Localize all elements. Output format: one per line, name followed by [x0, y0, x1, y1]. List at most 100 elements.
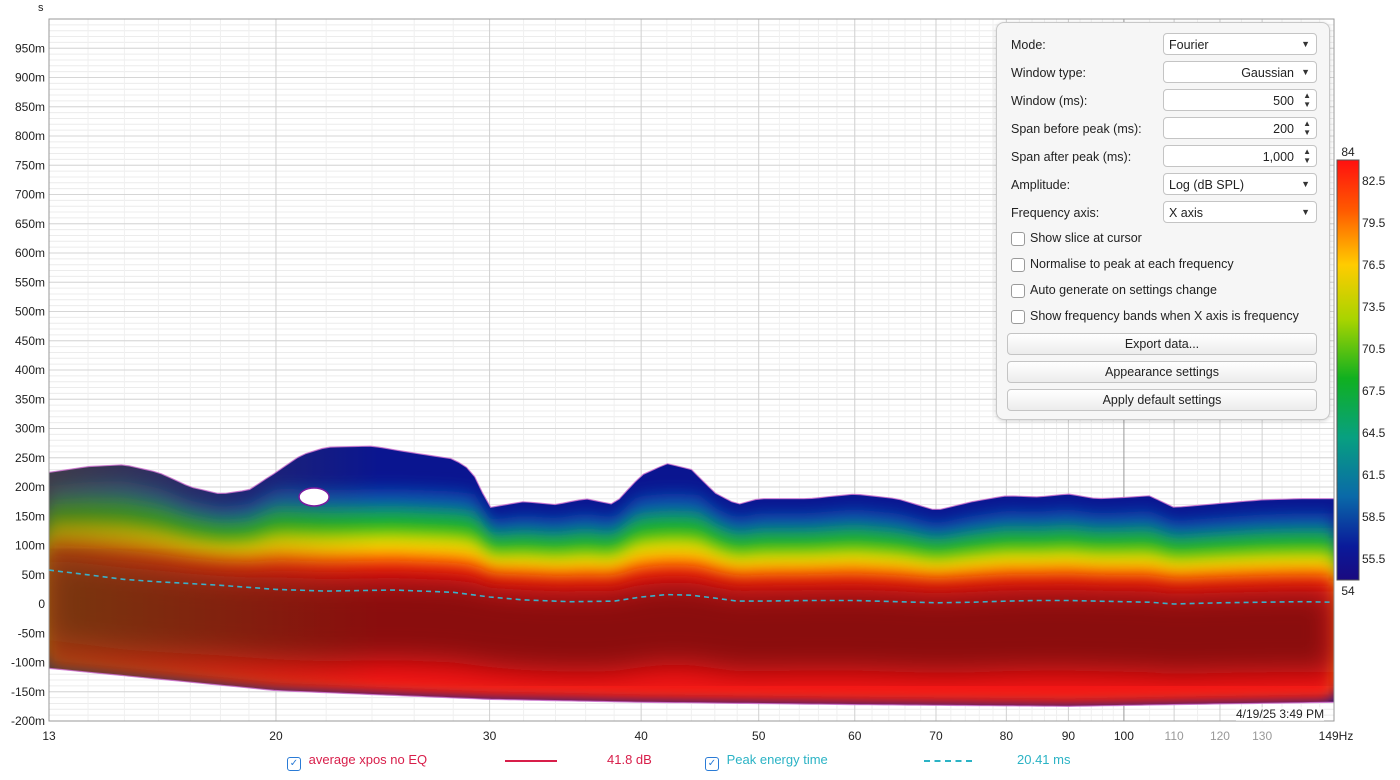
- y-tick-label: 150m: [15, 509, 45, 523]
- x-tick-label: 60: [848, 729, 862, 743]
- colorbar-tick-label: 82.5: [1362, 174, 1386, 188]
- x-tick-label: 50: [752, 729, 766, 743]
- series-layer: [49, 569, 1334, 605]
- span-after-label: Span after peak (ms):: [1011, 150, 1132, 164]
- colorbar-tick-label: 64.5: [1362, 426, 1386, 440]
- legend-item-peak-energy[interactable]: ✓ Peak energy time: [705, 752, 828, 771]
- x-tick-label: 130: [1252, 729, 1272, 743]
- colorbar-tick-label: 76.5: [1362, 258, 1386, 272]
- mode-row: Mode: Fourier ▼: [1011, 33, 1319, 57]
- span-after-stepper[interactable]: 1,000 ▲ ▼: [1163, 145, 1317, 167]
- auto-generate-label: Auto generate on settings change: [1030, 283, 1217, 297]
- stepper-arrows-icon[interactable]: ▲ ▼: [1303, 119, 1311, 137]
- mode-select[interactable]: Fourier ▼: [1163, 33, 1317, 55]
- series-line-peak-energy-time: [49, 569, 1334, 605]
- checkbox-box[interactable]: [1011, 310, 1025, 324]
- axes: 950m 900m 850m 800m 750m 700m 650m 600m 550m 500m…: [11, 18, 1354, 743]
- normalise-label: Normalise to peak at each frequency: [1030, 257, 1234, 271]
- window-ms-label: Window (ms):: [1011, 94, 1088, 108]
- legend-dash-swatch: [924, 760, 972, 762]
- band-hole: [298, 487, 330, 507]
- freq-axis-label: Frequency axis:: [1011, 206, 1100, 220]
- plot-frame: [48, 18, 1335, 722]
- colorbar-tick-label: 70.5: [1362, 342, 1386, 356]
- y-tick-label: 850m: [15, 100, 45, 114]
- amplitude-value: Log (dB SPL): [1169, 178, 1245, 192]
- y-tick-label: 50m: [22, 568, 45, 582]
- stepper-arrows-icon[interactable]: ▲ ▼: [1303, 147, 1311, 165]
- y-tick-label: 0: [38, 597, 45, 611]
- y-tick-label: 650m: [15, 217, 45, 231]
- legend-series-name: average xpos no EQ: [308, 752, 428, 767]
- x-tick-label: 100: [1114, 729, 1134, 743]
- x-tick-label: 149Hz: [1319, 729, 1354, 743]
- y-tick-label: 200m: [15, 480, 45, 494]
- x-tick-label: 90: [1062, 729, 1076, 743]
- checkmark-icon[interactable]: ✓: [287, 757, 301, 771]
- colorbar-tick-label: 61.5: [1362, 468, 1386, 482]
- colorbar-tick-label: 73.5: [1362, 300, 1386, 314]
- colorbar-max-label: 84: [1341, 145, 1355, 159]
- checkmark-icon[interactable]: ✓: [705, 757, 719, 771]
- freq-axis-select[interactable]: X axis ▼: [1163, 201, 1317, 223]
- upper-envelope-line: [49, 445, 1334, 510]
- mode-value: Fourier: [1169, 38, 1209, 52]
- appearance-settings-button[interactable]: Appearance settings: [1007, 361, 1317, 383]
- y-tick-label: 600m: [15, 246, 45, 260]
- span-before-stepper[interactable]: 200 ▲ ▼: [1163, 117, 1317, 139]
- window-ms-stepper[interactable]: 500 ▲ ▼: [1163, 89, 1317, 111]
- legend-line-swatch: [505, 760, 557, 762]
- span-after-value: 1,000: [1262, 150, 1294, 164]
- checkbox-box[interactable]: [1011, 232, 1025, 246]
- window-type-select[interactable]: Gaussian ▼: [1163, 61, 1317, 83]
- span-before-row: Span before peak (ms): 200 ▲ ▼: [1011, 117, 1319, 141]
- lower-envelope-line: [49, 667, 1334, 708]
- legend-item-average-xpos[interactable]: ✓ average xpos no EQ: [287, 752, 427, 771]
- y-tick-label: 800m: [15, 129, 45, 143]
- x-tick-label: 80: [1000, 729, 1014, 743]
- mode-label: Mode:: [1011, 38, 1046, 52]
- y-tick-label: -150m: [11, 685, 45, 699]
- amplitude-row: Amplitude: Log (dB SPL) ▼: [1011, 173, 1319, 197]
- x-tick-label: 40: [634, 729, 648, 743]
- chevron-down-icon: ▼: [1301, 179, 1310, 189]
- span-after-row: Span after peak (ms): 1,000 ▲ ▼: [1011, 145, 1319, 169]
- apply-default-settings-button[interactable]: Apply default settings: [1007, 389, 1317, 411]
- chevron-down-icon: ▼: [1301, 67, 1310, 77]
- y-tick-label: 400m: [15, 363, 45, 377]
- y-tick-label: 950m: [15, 41, 45, 55]
- y-tick-label: -50m: [18, 626, 45, 640]
- checkbox-box[interactable]: [1011, 258, 1025, 272]
- timestamp: 4/19/25 3:49 PM: [1236, 707, 1325, 721]
- colorbar-gradient: [1336, 159, 1360, 581]
- y-tick-label: 700m: [15, 188, 45, 202]
- stepper-arrows-icon[interactable]: ▲ ▼: [1303, 91, 1311, 109]
- window-ms-value: 500: [1273, 94, 1294, 108]
- y-tick-label: 300m: [15, 422, 45, 436]
- y-tick-label: 450m: [15, 334, 45, 348]
- x-tick-label: 20: [269, 729, 283, 743]
- x-tick-label: 30: [483, 729, 497, 743]
- y-tick-label: 100m: [15, 539, 45, 553]
- spectrogram-settings-panel: Mode: Fourier ▼ Window type: Gaussian ▼ …: [996, 22, 1330, 420]
- y-tick-label: 750m: [15, 158, 45, 172]
- checkbox-box[interactable]: [1011, 284, 1025, 298]
- x-tick-label: 70: [929, 729, 943, 743]
- window-type-row: Window type: Gaussian ▼: [1011, 61, 1319, 85]
- colorbar: 84 54 82.5 79.5 76.5 73.5 70.5 67.5 64.5 61.5 58.5…: [1336, 145, 1386, 598]
- freq-axis-row: Frequency axis: X axis ▼: [1011, 201, 1319, 225]
- y-tick-label: -100m: [11, 656, 45, 670]
- export-data-button[interactable]: Export data...: [1007, 333, 1317, 355]
- amplitude-select[interactable]: Log (dB SPL) ▼: [1163, 173, 1317, 195]
- window-type-label: Window type:: [1011, 66, 1087, 80]
- y-tick-label: 250m: [15, 451, 45, 465]
- legend-value-peak: 20.41 ms: [1017, 752, 1071, 767]
- y-tick-label: -200m: [11, 714, 45, 728]
- colorbar-min-label: 54: [1341, 584, 1355, 598]
- colorbar-tick-label: 58.5: [1362, 510, 1386, 524]
- freq-axis-value: X axis: [1169, 206, 1204, 220]
- chevron-down-icon: ▼: [1301, 39, 1310, 49]
- show-bands-label: Show frequency bands when X axis is freq…: [1030, 309, 1299, 323]
- x-tick-label: 110: [1165, 729, 1184, 743]
- legend-series-name: Peak energy time: [726, 752, 828, 767]
